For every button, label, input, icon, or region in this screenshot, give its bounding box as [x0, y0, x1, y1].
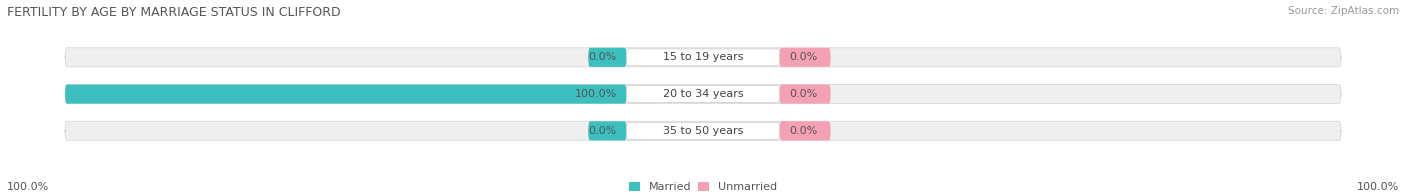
FancyBboxPatch shape	[588, 121, 627, 140]
Text: 35 to 50 years: 35 to 50 years	[662, 126, 744, 136]
FancyBboxPatch shape	[779, 121, 831, 140]
FancyBboxPatch shape	[588, 48, 627, 67]
Text: 15 to 19 years: 15 to 19 years	[662, 52, 744, 62]
Text: 100.0%: 100.0%	[575, 89, 617, 99]
Text: 0.0%: 0.0%	[589, 126, 617, 136]
Text: 0.0%: 0.0%	[589, 52, 617, 62]
FancyBboxPatch shape	[627, 86, 779, 103]
FancyBboxPatch shape	[779, 48, 831, 67]
Text: 100.0%: 100.0%	[7, 182, 49, 192]
Text: 0.0%: 0.0%	[789, 89, 817, 99]
FancyBboxPatch shape	[65, 84, 1341, 104]
Text: 20 to 34 years: 20 to 34 years	[662, 89, 744, 99]
Text: Source: ZipAtlas.com: Source: ZipAtlas.com	[1288, 6, 1399, 16]
FancyBboxPatch shape	[65, 48, 1341, 67]
FancyBboxPatch shape	[779, 84, 831, 104]
FancyBboxPatch shape	[627, 49, 779, 66]
FancyBboxPatch shape	[65, 84, 627, 104]
Text: 0.0%: 0.0%	[789, 126, 817, 136]
Text: 100.0%: 100.0%	[1357, 182, 1399, 192]
Text: 0.0%: 0.0%	[789, 52, 817, 62]
Legend: Married, Unmarried: Married, Unmarried	[628, 181, 778, 192]
FancyBboxPatch shape	[65, 121, 1341, 140]
FancyBboxPatch shape	[627, 122, 779, 139]
Text: FERTILITY BY AGE BY MARRIAGE STATUS IN CLIFFORD: FERTILITY BY AGE BY MARRIAGE STATUS IN C…	[7, 6, 340, 19]
